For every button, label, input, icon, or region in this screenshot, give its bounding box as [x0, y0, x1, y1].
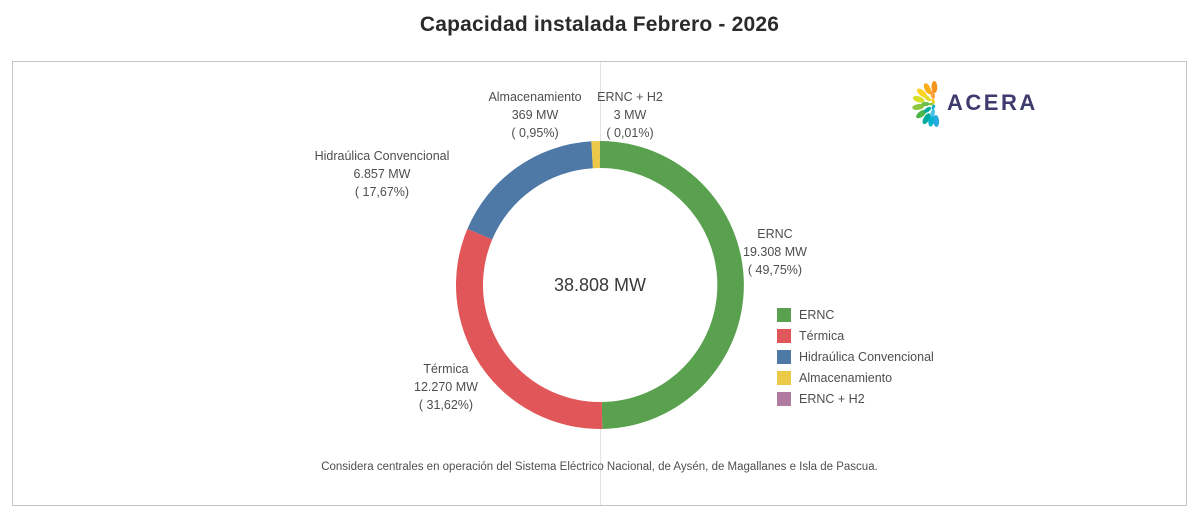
slice-category: ERNC — [757, 227, 793, 241]
legend-item-ernc[interactable]: ERNC — [777, 308, 934, 322]
slice-percent: ( 49,75%) — [747, 263, 803, 277]
legend-swatch-termica — [777, 329, 791, 343]
acera-logo-text: ACERA — [947, 90, 1038, 115]
legend: ERNC Térmica Hidraúlica Convencional Alm… — [777, 308, 934, 406]
legend-item-ernc-h2[interactable]: ERNC + H2 — [777, 392, 934, 406]
legend-label: ERNC + H2 — [799, 392, 865, 406]
slice-value: 369 MW — [511, 108, 559, 122]
legend-label: Hidraúlica Convencional — [799, 350, 934, 364]
legend-swatch-almacenamiento — [777, 371, 791, 385]
slice-percent: ( 0,95%) — [511, 126, 559, 140]
slice-label-hidraulica-convencional: Hidraúlica Convencional 6.857 MW ( 17,67… — [268, 147, 496, 201]
slice-label-almacenamiento: Almacenamiento 369 MW ( 0,95%) — [455, 88, 615, 142]
slice-percent: ( 0,01%) — [606, 126, 654, 140]
slice-value: 19.308 MW — [743, 245, 807, 259]
slice-label-ernc-h2: ERNC + H2 3 MW ( 0,01%) — [565, 88, 695, 142]
legend-item-almacenamiento[interactable]: Almacenamiento — [777, 371, 934, 385]
legend-item-hidraulica-convencional[interactable]: Hidraúlica Convencional — [777, 350, 934, 364]
slice-category: Almacenamiento — [488, 90, 582, 104]
legend-item-termica[interactable]: Térmica — [777, 329, 934, 343]
footnote: Considera centrales en operación del Sis… — [321, 461, 878, 473]
slice-category: Hidraúlica Convencional — [314, 149, 450, 163]
donut-slice[interactable] — [591, 141, 600, 169]
slice-percent: ( 31,62%) — [418, 398, 474, 412]
legend-label: Térmica — [799, 329, 845, 343]
donut-chart[interactable] — [455, 140, 745, 430]
acera-logo-icon — [912, 81, 940, 127]
slice-value: 12.270 MW — [414, 380, 478, 394]
donut-slice[interactable] — [467, 141, 593, 240]
legend-label: Almacenamiento — [799, 371, 893, 385]
legend-swatch-hidraulica — [777, 350, 791, 364]
slice-value: 6.857 MW — [353, 167, 411, 181]
acera-logo: ACERA — [906, 76, 1038, 130]
legend-swatch-ernc-h2 — [777, 392, 791, 406]
slice-label-termica: Térmica 12.270 MW ( 31,62%) — [381, 360, 511, 414]
slice-percent: ( 17,67%) — [354, 185, 410, 199]
donut-slice[interactable] — [600, 141, 744, 429]
page-title: Capacidad instalada Febrero - 2026 — [419, 13, 780, 36]
slice-value: 3 MW — [613, 108, 647, 122]
donut-slice[interactable] — [455, 228, 603, 429]
slice-category: Térmica — [423, 362, 469, 376]
donut-center-total: 38.808 MW — [553, 275, 647, 295]
slice-label-ernc: ERNC 19.308 MW ( 49,75%) — [710, 225, 840, 279]
legend-label: ERNC — [799, 308, 835, 322]
slice-category: ERNC + H2 — [597, 90, 663, 104]
legend-swatch-ernc — [777, 308, 791, 322]
